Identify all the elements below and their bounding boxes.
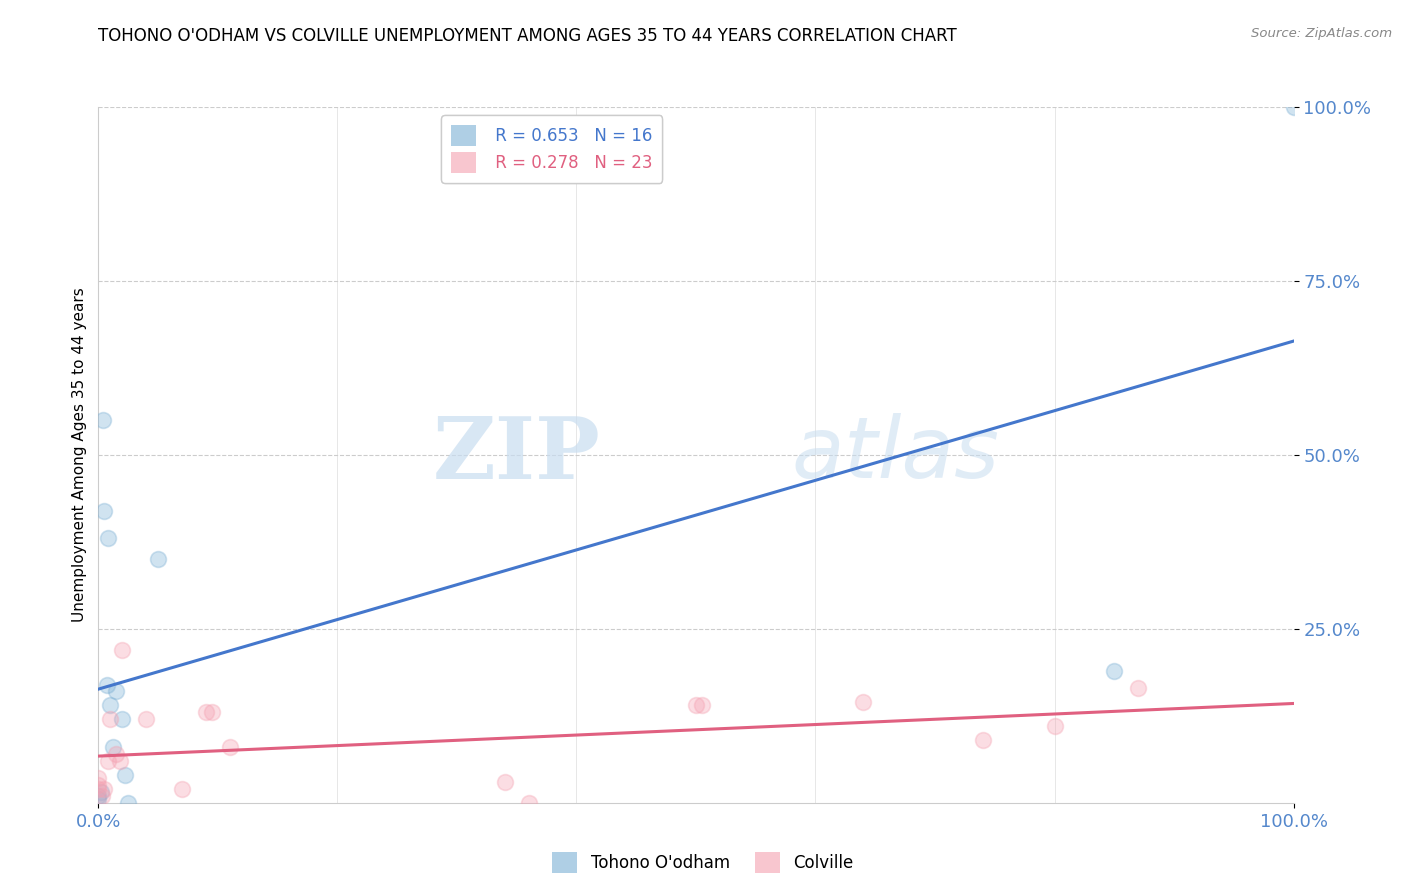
Point [1128,681,1150,695]
Legend:  R = 0.653   N = 16,  R = 0.278   N = 23: R = 0.653 N = 16, R = 0.278 N = 23 [441,115,662,183]
Point [87,792,110,806]
Point [194,706,217,720]
Point [98,712,122,726]
Point [87,789,110,803]
Point [108,754,131,768]
Text: TOHONO O'ODHAM VS COLVILLE UNEMPLOYMENT AMONG AGES 35 TO 44 YEARS CORRELATION CH: TOHONO O'ODHAM VS COLVILLE UNEMPLOYMENT … [98,27,957,45]
Point [111,712,134,726]
Point [201,706,224,720]
Point [972,733,994,747]
Point [172,781,194,796]
Point [111,642,134,657]
Point [117,796,139,810]
Text: Source: ZipAtlas.com: Source: ZipAtlas.com [1251,27,1392,40]
Point [97,532,120,546]
Point [1043,719,1066,733]
Point [1102,664,1125,678]
Point [97,754,120,768]
Point [135,712,157,726]
Point [101,740,124,755]
Point [87,781,110,796]
Point [852,695,875,709]
Point [114,768,136,782]
Legend: Tohono O'odham, Colville: Tohono O'odham, Colville [546,846,860,880]
Point [87,778,110,792]
Point [87,772,110,786]
Point [93,781,115,796]
Point [98,698,122,713]
Point [105,684,128,698]
Point [91,789,114,803]
Point [105,747,128,761]
Point [685,698,707,713]
Point [219,740,242,755]
Point [148,552,170,566]
Point [91,413,114,427]
Point [517,796,540,810]
Point [494,775,516,789]
Point [1282,100,1305,114]
Point [690,698,713,713]
Point [93,503,115,517]
Text: ZIP: ZIP [433,413,600,497]
Y-axis label: Unemployment Among Ages 35 to 44 years: Unemployment Among Ages 35 to 44 years [72,287,87,623]
Text: atlas: atlas [792,413,1000,497]
Point [96,677,118,691]
Point [90,785,112,799]
